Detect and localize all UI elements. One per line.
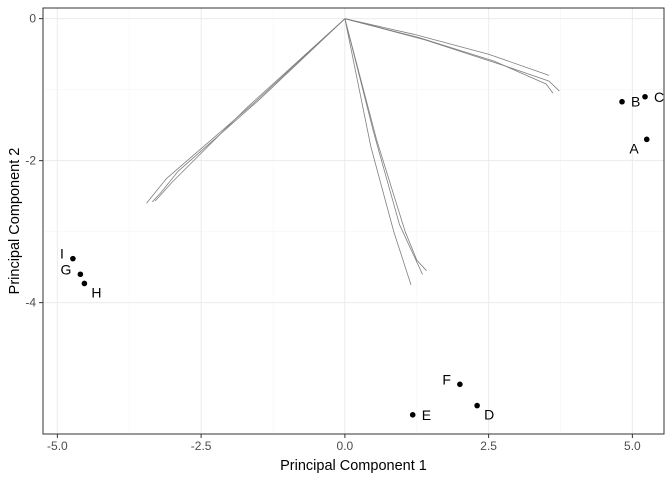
point-label-I: I [60,246,64,262]
x-tick-label: 2.5 [480,439,497,453]
panel-border [42,7,665,435]
point-label-B: B [631,94,640,110]
x-axis-title: Principal Component 1 [280,458,427,474]
x-tick-label: -5.0 [47,439,68,453]
x-axis-ticks: -5.0 -2.5 0.0 2.5 5.0 [47,434,641,453]
point-label-H: H [91,284,101,300]
point-label-G: G [60,261,71,277]
grid-lines [43,8,664,434]
data-point-I [70,255,76,262]
point-label-F: F [442,371,451,387]
trajectory-line [344,18,560,92]
data-point-E [409,412,416,418]
trajectory-line [152,18,346,203]
data-point-B [619,98,625,105]
trajectory-line [344,18,550,76]
trajectory-line [344,18,412,286]
data-point-G [77,271,84,278]
trajectory-lines [146,18,560,286]
y-tick-label: -2 [25,154,36,168]
x-tick-label: 0.0 [337,439,354,453]
point-labels: A B C D E F G H I [60,89,664,423]
y-axis-ticks: 0 -2 -4 [25,12,43,310]
trajectory-line [146,18,346,204]
y-tick-label: -4 [25,296,36,310]
y-axis-title: Principal Component 2 [7,148,23,295]
point-label-A: A [629,140,639,156]
trajectory-line [344,18,427,271]
data-point-A [643,136,650,143]
data-points [70,93,650,418]
x-tick-label: -2.5 [191,439,212,453]
trajectory-line [344,18,554,94]
point-label-E: E [422,407,431,423]
data-point-H [81,280,88,287]
data-point-F [457,381,463,388]
trajectory-line [344,18,423,275]
data-point-C [642,93,648,100]
y-tick-label: 0 [29,12,36,26]
point-label-C: C [654,89,664,105]
x-tick-label: 5.0 [624,439,641,453]
point-label-D: D [484,407,494,423]
trajectory-line [154,18,346,202]
data-point-D [474,402,480,409]
